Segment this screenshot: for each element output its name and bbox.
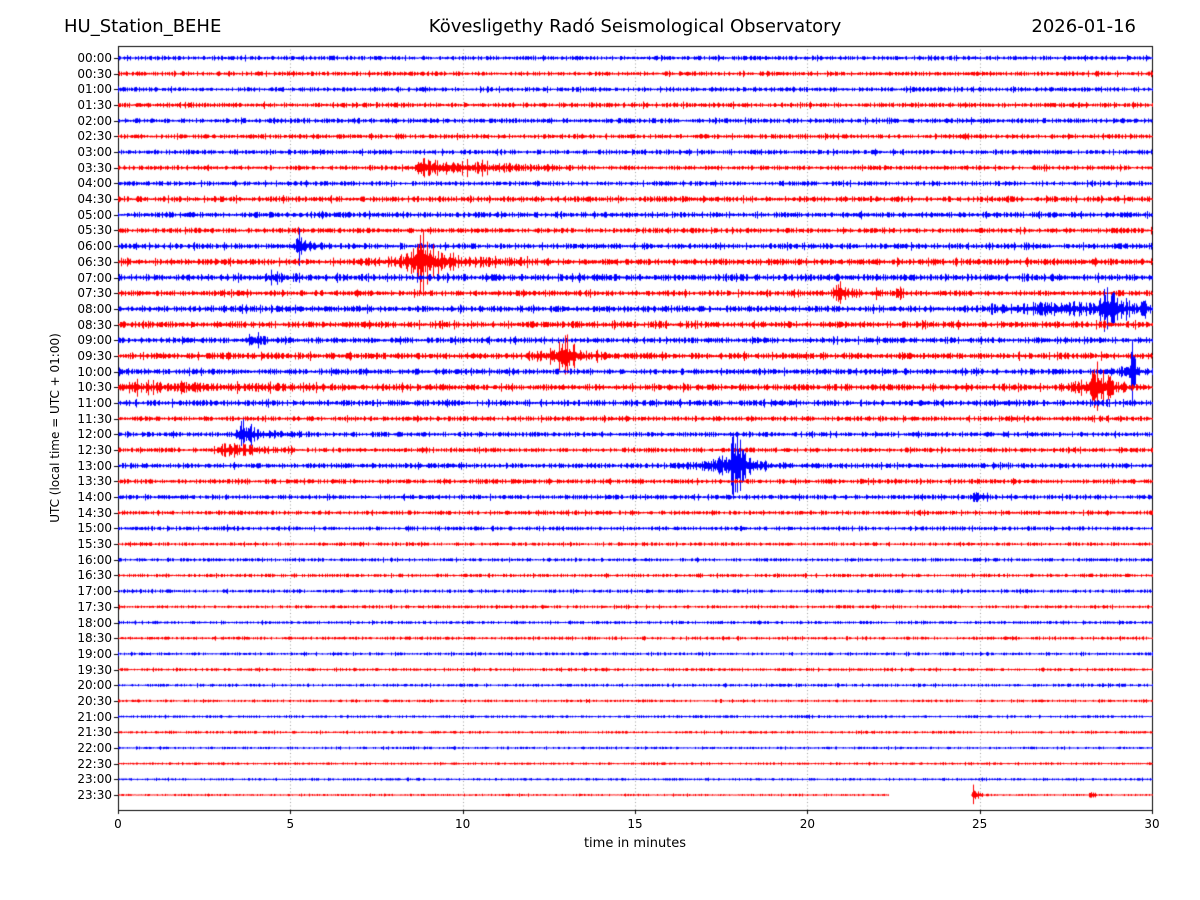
y-tick-label: 07:00 <box>77 270 112 285</box>
y-tick-label: 00:30 <box>77 66 112 81</box>
x-tick-label: 25 <box>972 817 988 831</box>
y-tick-label: 08:30 <box>77 317 112 332</box>
y-tick-label: 19:30 <box>77 662 112 677</box>
y-tick-label: 13:30 <box>77 474 112 489</box>
y-tick-label: 21:00 <box>77 709 112 724</box>
y-tick-label: 06:00 <box>77 239 112 254</box>
y-tick-label: 20:30 <box>77 693 112 708</box>
y-tick-label: 12:00 <box>77 427 112 442</box>
y-tick-label: 00:00 <box>77 51 112 65</box>
y-tick-label: 08:00 <box>77 301 112 316</box>
y-tick-label: 22:30 <box>77 756 112 771</box>
y-tick-label: 23:30 <box>77 788 112 802</box>
x-axis-label: time in minutes <box>583 836 687 851</box>
y-tick-label: 12:30 <box>77 443 112 458</box>
y-tick-label: 18:30 <box>77 631 112 646</box>
y-tick-label: 20:00 <box>77 678 112 693</box>
x-tick-label: 0 <box>114 817 122 831</box>
y-tick-label: 09:00 <box>77 333 112 348</box>
y-axis-label: UTC (local time = UTC + 01:00) <box>48 333 62 523</box>
y-tick-label: 10:00 <box>77 364 112 379</box>
y-tick-label: 14:00 <box>77 490 112 505</box>
y-tick-label: 03:30 <box>77 160 112 175</box>
y-tick-label: 15:00 <box>77 521 112 536</box>
y-tick-label: 16:30 <box>77 568 112 583</box>
y-tick-label: 22:00 <box>77 740 112 755</box>
y-tick-label: 17:00 <box>77 584 112 599</box>
y-tick-label: 11:00 <box>77 395 112 410</box>
y-tick-label: 19:00 <box>77 646 112 661</box>
y-tick-label: 05:30 <box>77 223 112 238</box>
y-tick-label: 04:30 <box>77 192 112 207</box>
x-tick-label: 10 <box>455 817 471 831</box>
y-tick-label: 03:00 <box>77 145 112 160</box>
y-tick-label: 15:30 <box>77 537 112 552</box>
x-tick-label: 15 <box>627 817 643 831</box>
y-tick-label: 02:30 <box>77 129 112 144</box>
y-tick-label: 05:00 <box>77 207 112 222</box>
x-tick-label: 30 <box>1144 817 1160 831</box>
date-title: 2026-01-16 <box>1031 16 1136 37</box>
observatory-title: Kövesligethy Radó Seismological Observat… <box>428 16 842 37</box>
station-title: HU_Station_BEHE <box>64 16 222 37</box>
y-tick-label: 17:30 <box>77 599 112 614</box>
y-tick-label: 14:30 <box>77 505 112 520</box>
y-tick-label: 11:30 <box>77 411 112 426</box>
x-tick-label: 5 <box>286 817 295 831</box>
x-tick-label: 20 <box>799 817 815 831</box>
y-tick-label: 02:00 <box>77 113 112 128</box>
y-tick-label: 16:00 <box>77 552 112 567</box>
y-tick-label: 06:30 <box>77 254 112 269</box>
y-tick-label: 04:00 <box>77 176 112 191</box>
y-tick-label: 23:00 <box>77 772 112 787</box>
y-tick-label: 18:00 <box>77 615 112 630</box>
y-tick-label: 10:30 <box>77 380 112 395</box>
y-tick-label: 01:00 <box>77 82 112 97</box>
y-tick-label: 01:30 <box>77 98 112 113</box>
y-tick-label: 13:00 <box>77 458 112 473</box>
y-tick-label: 07:30 <box>77 286 112 301</box>
y-tick-label: 09:30 <box>77 348 112 363</box>
y-tick-label: 21:30 <box>77 725 112 740</box>
